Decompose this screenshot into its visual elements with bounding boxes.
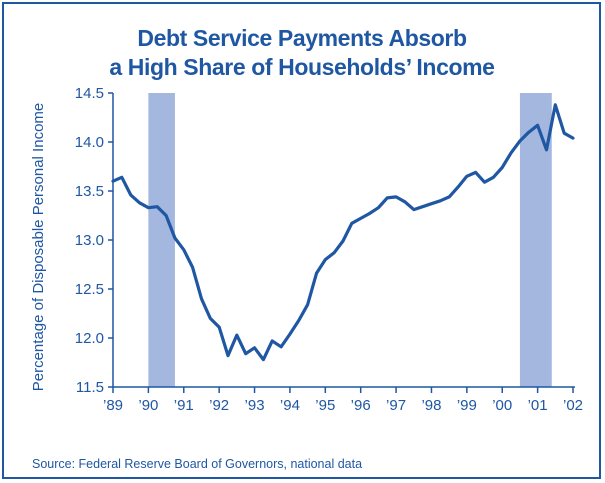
y-tick-label: 12.5 <box>75 281 104 298</box>
chart-title-line-1: Debt Service Payments Absorb <box>137 25 467 51</box>
x-tick-label: ’99 <box>457 397 477 414</box>
x-ticks: ’89 ’90 ’91 ’92 ’93 ’94 ’95 ’96 ’97 ’98 ’99 ’00 ’01 ’… <box>103 387 583 414</box>
x-tick-label: ’98 <box>421 397 441 414</box>
x-tick-label: ’02 <box>563 397 583 414</box>
x-tick-label: ’96 <box>351 397 371 414</box>
x-tick-label: ’95 <box>315 397 335 414</box>
recession-bands <box>148 93 552 387</box>
y-axis-label: Percentage of Disposable Personal Income <box>30 103 47 392</box>
x-tick-label: ’89 <box>103 397 123 414</box>
y-tick-label: 13.0 <box>75 232 104 249</box>
y-tick-label: 14.5 <box>75 85 104 102</box>
series <box>111 103 575 362</box>
series-line-1 <box>111 103 575 362</box>
y-tick-label: 11.5 <box>76 379 104 396</box>
y-tick-label: 12.0 <box>75 330 104 347</box>
x-tick-label: ’93 <box>245 397 265 414</box>
y-ticks: 11.5 12.0 12.5 13.0 13.5 14.0 14.5 <box>75 85 113 396</box>
x-tick-label: ’94 <box>280 397 300 414</box>
y-tick-label: 14.0 <box>75 134 104 151</box>
x-tick-label: ’91 <box>174 397 194 414</box>
x-tick-label: ’00 <box>492 397 512 414</box>
x-tick-label: ’90 <box>138 397 158 414</box>
x-tick-label: ’01 <box>528 397 548 414</box>
chart-frame <box>2 2 601 479</box>
source-note: Source: Federal Reserve Board of Governo… <box>32 457 362 471</box>
x-tick-label: ’92 <box>209 397 229 414</box>
x-tick-label: ’97 <box>386 397 406 414</box>
chart-title-line-2: a High Share of Households’ Income <box>109 54 494 80</box>
recession-band-1 <box>148 93 175 387</box>
y-tick-label: 13.5 <box>75 183 104 200</box>
